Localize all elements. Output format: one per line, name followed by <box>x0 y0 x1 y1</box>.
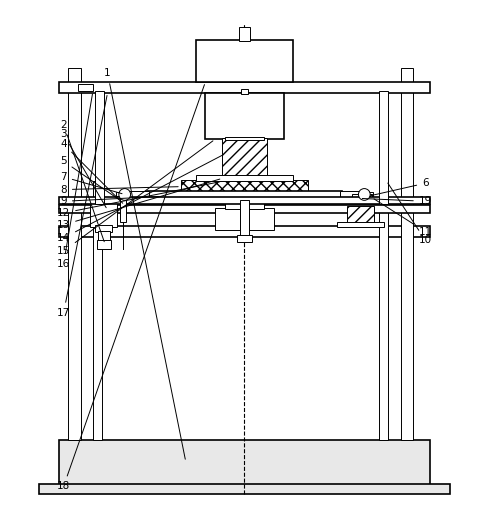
Bar <box>181 180 307 193</box>
Bar <box>68 68 81 440</box>
Text: 8: 8 <box>60 184 178 195</box>
Bar <box>59 197 429 204</box>
Text: 6: 6 <box>374 178 428 195</box>
Text: 13: 13 <box>57 179 220 230</box>
Bar <box>59 205 429 212</box>
Text: 18: 18 <box>57 84 204 492</box>
Text: 9: 9 <box>60 196 158 206</box>
Bar <box>59 440 429 489</box>
Bar <box>146 191 342 198</box>
Circle shape <box>358 189 369 200</box>
Bar <box>59 82 429 93</box>
Bar <box>205 93 283 139</box>
Text: 10: 10 <box>387 183 431 246</box>
Bar <box>337 222 383 227</box>
Bar <box>239 200 249 237</box>
Text: 19: 19 <box>362 196 431 206</box>
Bar <box>98 231 110 242</box>
Text: 1: 1 <box>104 68 185 459</box>
Text: 12: 12 <box>57 182 219 218</box>
Bar <box>215 208 273 229</box>
Text: 2: 2 <box>60 120 104 242</box>
Bar <box>222 138 266 178</box>
Bar <box>238 27 250 41</box>
Bar <box>93 181 102 440</box>
Text: 15: 15 <box>57 141 212 256</box>
Bar <box>195 40 293 82</box>
Bar <box>195 175 293 181</box>
Bar <box>78 84 93 91</box>
Text: 3: 3 <box>60 130 106 208</box>
Bar <box>366 193 372 196</box>
Text: 16: 16 <box>57 94 92 269</box>
Bar <box>224 194 264 209</box>
Bar <box>97 240 111 249</box>
Text: 7: 7 <box>60 172 122 194</box>
Bar <box>116 193 122 196</box>
Bar <box>346 206 373 226</box>
Text: 11: 11 <box>373 199 431 237</box>
Circle shape <box>119 189 130 200</box>
Bar <box>378 91 387 204</box>
Bar <box>120 191 125 222</box>
Bar <box>237 235 251 242</box>
Bar <box>351 194 371 200</box>
Bar <box>400 68 412 440</box>
Text: 5: 5 <box>60 156 120 200</box>
Text: 14: 14 <box>57 155 222 243</box>
Bar <box>224 137 264 140</box>
Bar <box>339 191 368 198</box>
Bar <box>120 191 149 198</box>
Bar <box>95 225 112 232</box>
Bar <box>59 226 429 237</box>
Text: 17: 17 <box>57 95 107 318</box>
Text: 4: 4 <box>60 139 122 203</box>
Bar <box>95 91 104 204</box>
Bar <box>224 177 264 181</box>
Bar <box>39 484 449 494</box>
Bar <box>378 181 387 440</box>
Bar <box>90 200 117 227</box>
Bar <box>240 89 248 94</box>
